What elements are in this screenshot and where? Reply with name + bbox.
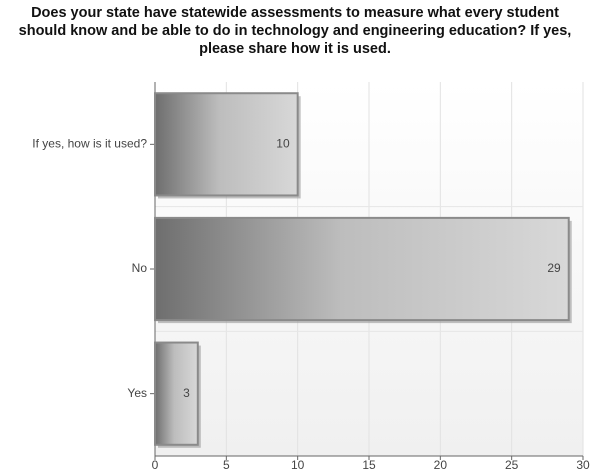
- value-label: 3: [183, 386, 190, 400]
- y-tick-label: If yes, how is it used?: [32, 137, 147, 151]
- x-tick-label: 25: [505, 458, 519, 470]
- value-label: 10: [276, 137, 290, 151]
- x-tick-label: 15: [362, 458, 376, 470]
- chart-title: Does your state have statewide assessmen…: [18, 5, 572, 57]
- x-tick-label: 5: [223, 458, 230, 470]
- bar: [154, 341, 199, 446]
- x-tick-label: 10: [291, 458, 305, 470]
- bar: [154, 216, 570, 322]
- value-label: 29: [547, 261, 561, 275]
- y-tick-label: No: [132, 261, 148, 275]
- x-tick-label: 20: [434, 458, 448, 470]
- bar: [154, 92, 299, 197]
- y-tick-label: Yes: [127, 386, 147, 400]
- x-tick-label: 0: [152, 458, 159, 470]
- x-tick-label: 30: [576, 458, 590, 470]
